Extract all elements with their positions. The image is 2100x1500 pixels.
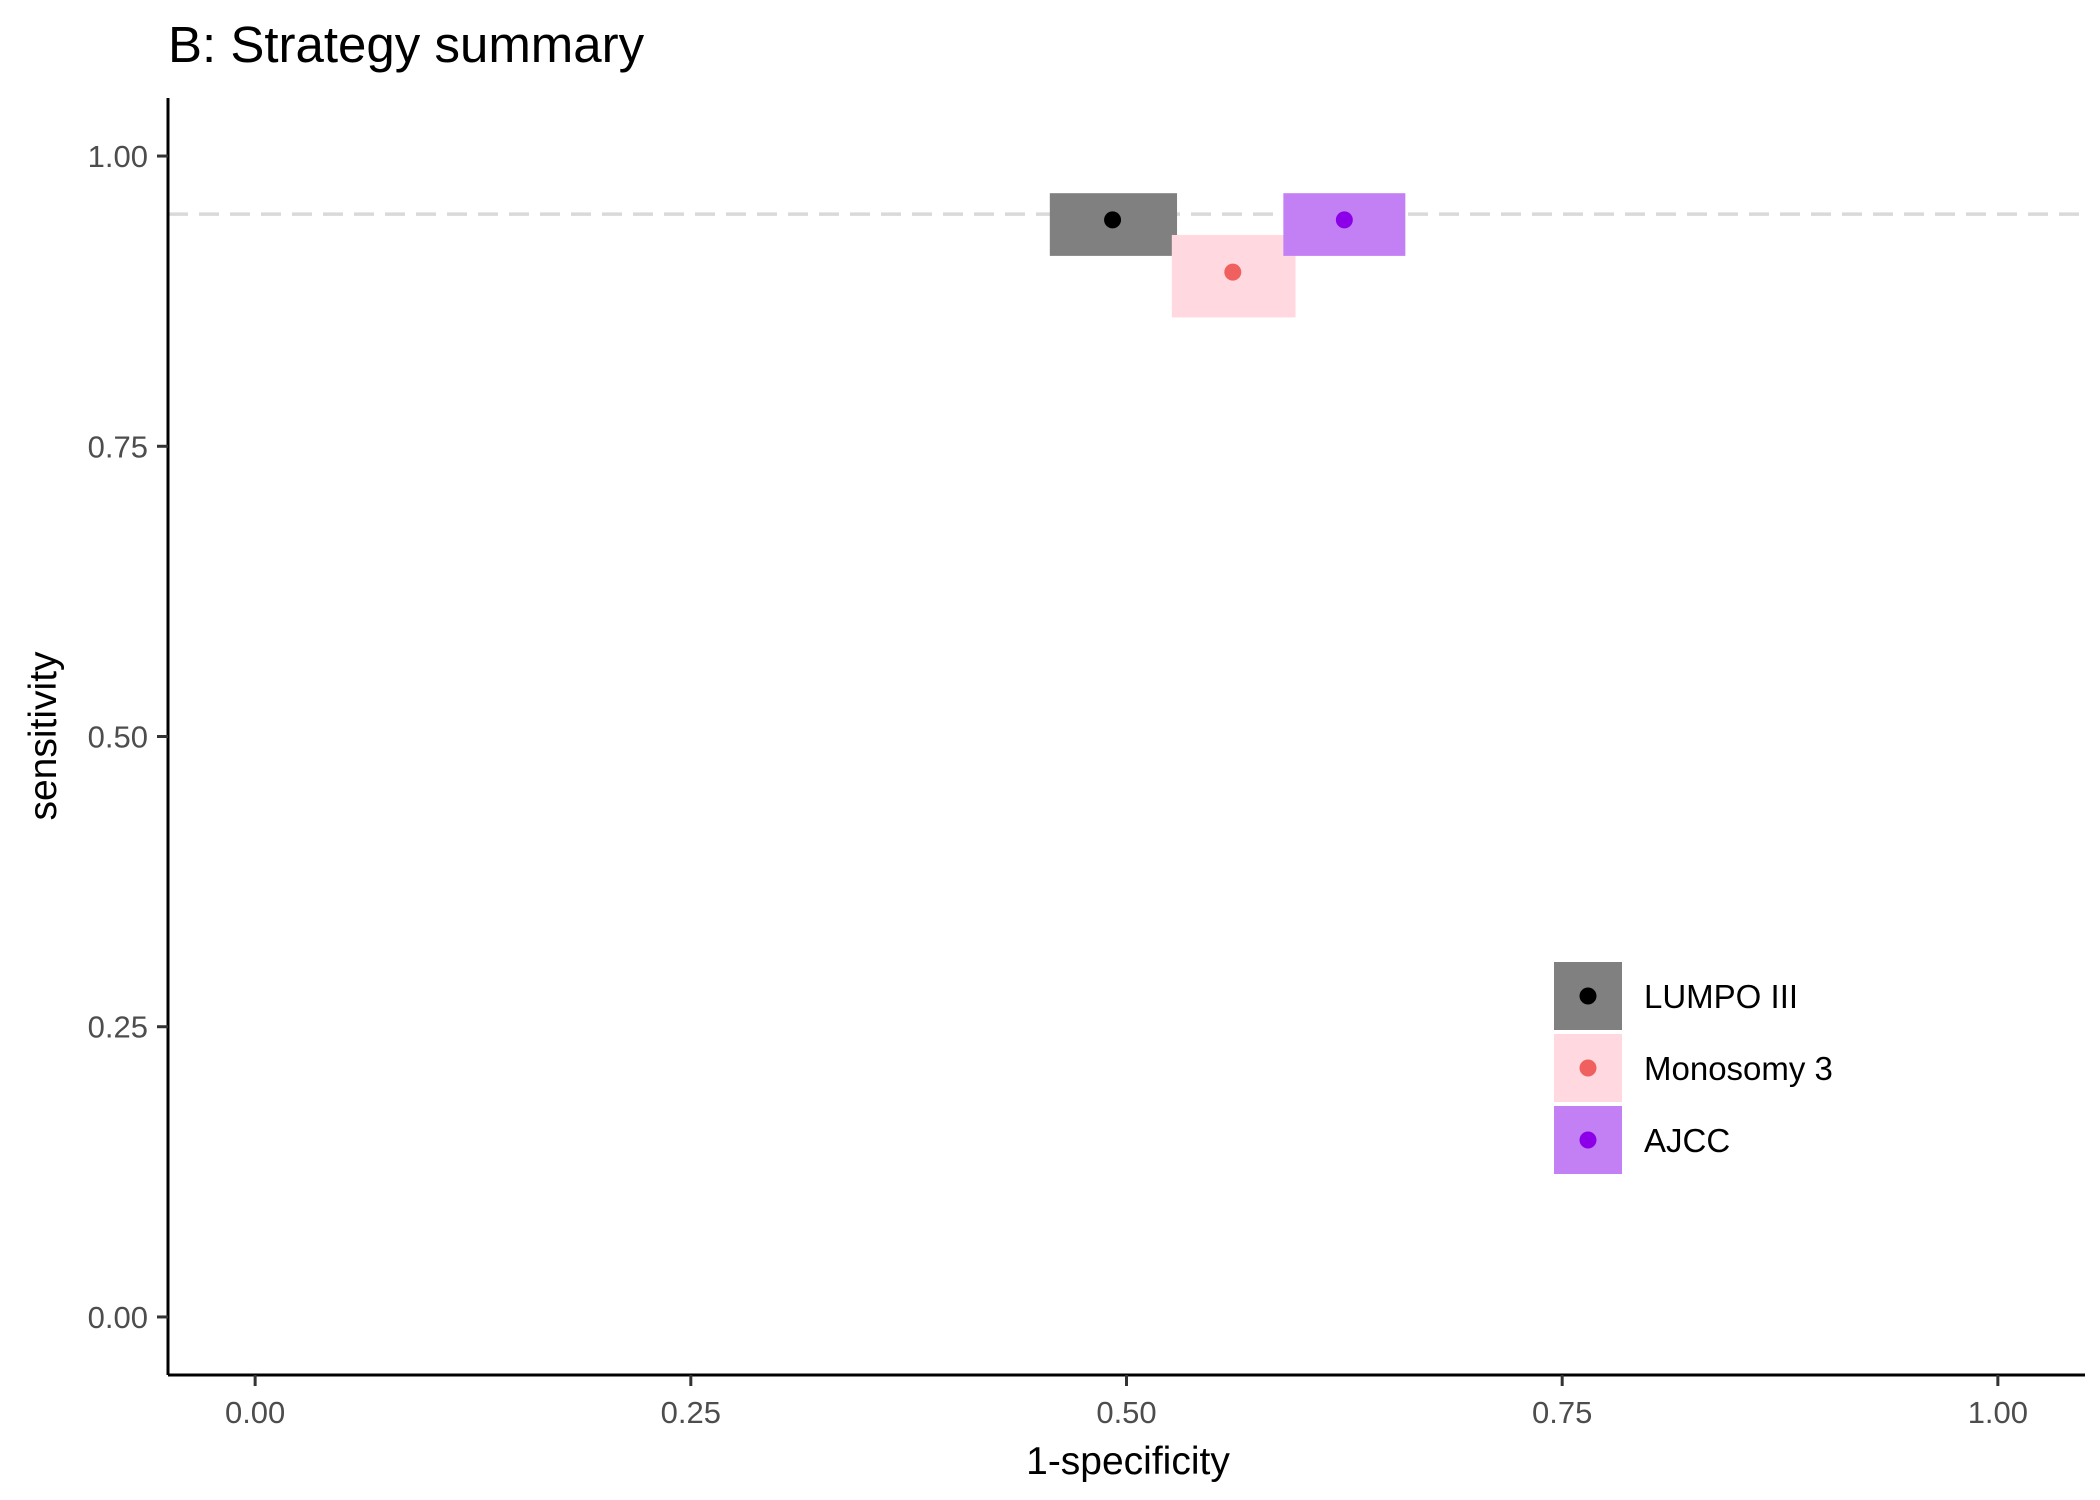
point-2 [1335,211,1353,229]
legend-key-point-2 [1579,1131,1597,1149]
chart-title: B: Strategy summary [168,16,645,73]
y-axis-title: sensitivity [22,651,65,821]
y-tick-label-0: 0.00 [88,1300,148,1335]
legend-key-point-0 [1579,987,1597,1005]
y-axis: 0.00 0.25 0.50 0.75 1.00 [88,98,170,1375]
legend-label-1: Monosomy 3 [1644,1050,1833,1087]
plot-area [168,193,2085,318]
legend-label-0: LUMPO III [1644,978,1798,1015]
point-1 [1224,263,1242,281]
y-tick-label-4: 1.00 [88,139,148,174]
x-axis: 0.00 0.25 0.50 0.75 1.00 [168,1373,2085,1430]
x-tick-label-0: 0.00 [225,1395,285,1430]
y-tick-label-3: 0.75 [88,429,148,464]
x-tick-label-4: 1.00 [1968,1395,2028,1430]
y-tick-label-1: 0.25 [88,1010,148,1045]
legend-key-point-1 [1579,1059,1597,1077]
x-tick-label-2: 0.50 [1096,1395,1156,1430]
x-tick-label-3: 0.75 [1532,1395,1592,1430]
legend: LUMPO III Monosomy 3 AJCC [1554,962,1833,1174]
x-axis-title: 1-specificity [1026,1440,1230,1483]
x-tick-label-1: 0.25 [661,1395,721,1430]
point-0 [1104,211,1122,229]
legend-label-2: AJCC [1644,1122,1730,1159]
y-tick-label-2: 0.50 [88,720,148,755]
